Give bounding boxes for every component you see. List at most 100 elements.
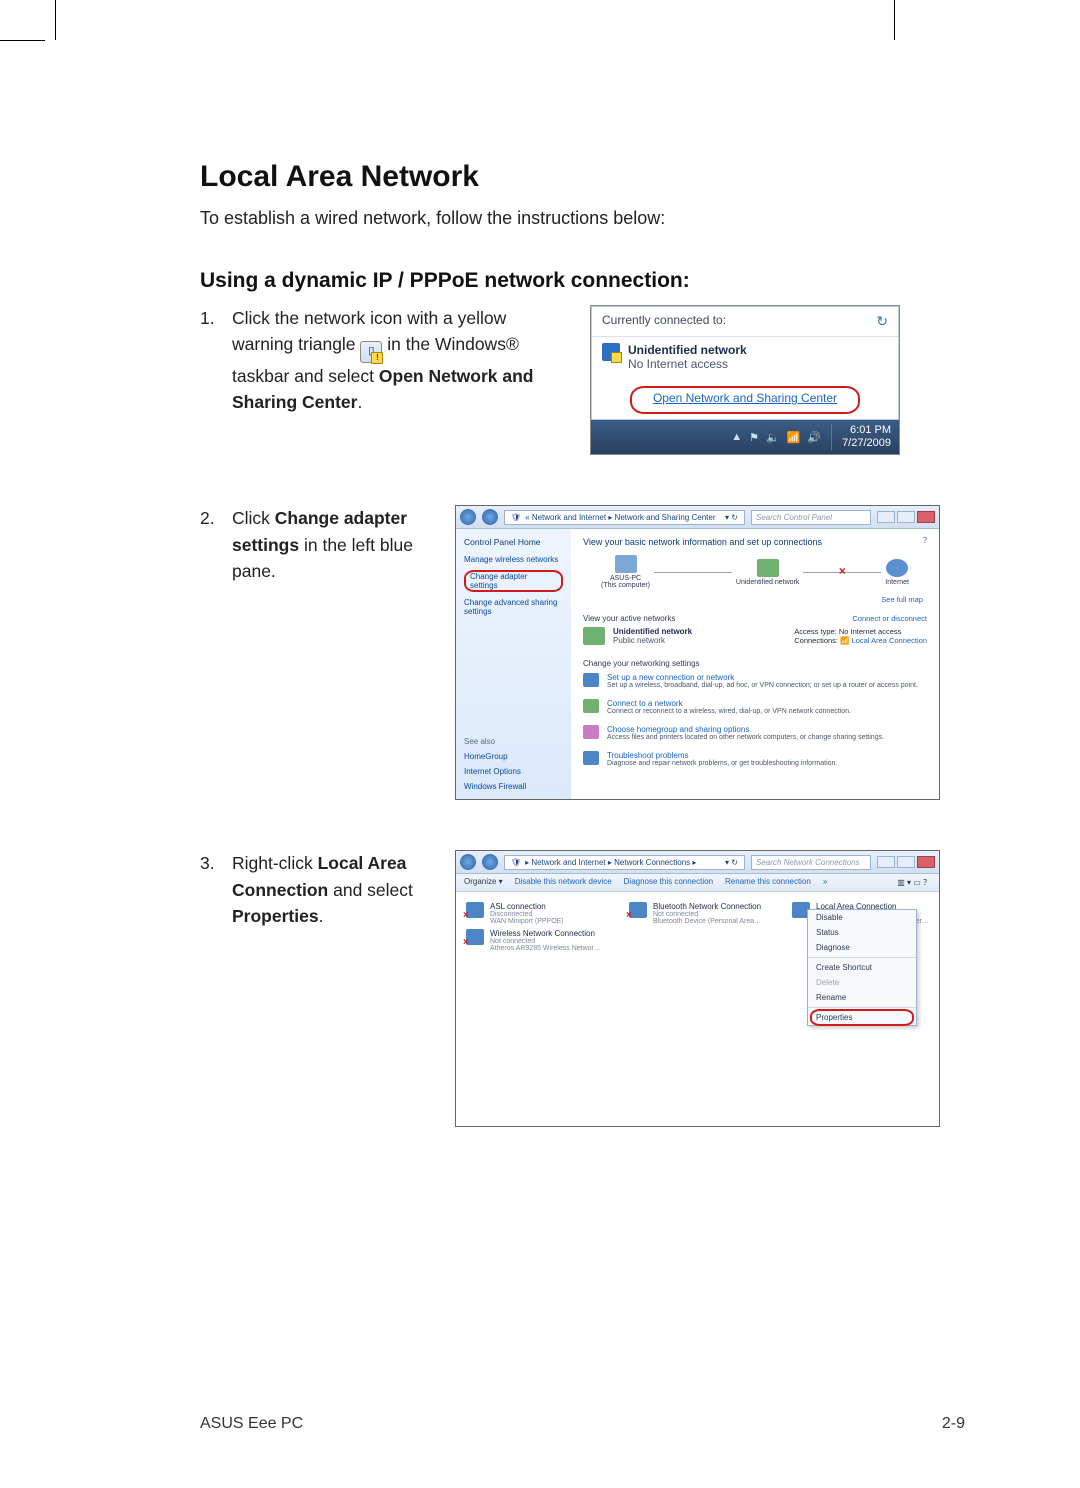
- active-network-icon: [583, 627, 605, 645]
- access-type-label: Access type:: [794, 627, 837, 636]
- left-item-advanced[interactable]: Change advanced sharing settings: [464, 598, 563, 616]
- network-subtext: No Internet access: [628, 357, 747, 371]
- left-item-wireless[interactable]: Manage wireless networks: [464, 555, 563, 564]
- pc-label: ASUS-PC: [610, 575, 641, 582]
- internet-icon: [886, 559, 908, 577]
- task-connect-link[interactable]: Connect to a network: [607, 699, 851, 708]
- footer-right: 2-9: [942, 1415, 965, 1433]
- intro-text: To establish a wired network, follow the…: [200, 208, 965, 229]
- pc-icon: [615, 555, 637, 573]
- task-troubleshoot-link[interactable]: Troubleshoot problems: [607, 751, 837, 760]
- step-3-pre: Right-click: [232, 853, 318, 873]
- network-warning-icon: ▯: [360, 341, 382, 363]
- back-button[interactable]: [460, 854, 476, 870]
- close-button[interactable]: [917, 511, 935, 523]
- task-homegroup-icon: [583, 725, 599, 739]
- view-active-label: View your active networks: [583, 614, 675, 623]
- step-3-number: 3.: [200, 850, 218, 929]
- open-network-center-link[interactable]: Open Network and Sharing Center: [653, 391, 837, 405]
- toolbar-overflow[interactable]: »: [823, 877, 827, 888]
- screenshot-taskbar-popup: Currently connected to: ↻ Unidentified n…: [590, 305, 900, 455]
- connection-bluetooth[interactable]: Bluetooth Network ConnectionNot connecte…: [629, 902, 766, 925]
- maximize-button[interactable]: [897, 511, 915, 523]
- tray-network-icon[interactable]: 📶: [787, 431, 801, 444]
- refresh-icon[interactable]: ↻: [876, 313, 888, 330]
- connection-wireless[interactable]: Wireless Network ConnectionNot connected…: [466, 929, 604, 952]
- connection-asl[interactable]: ASL connectionDisconnectedWAN Miniport (…: [466, 902, 603, 925]
- network-name: Unidentified network: [628, 343, 747, 357]
- toolbar-rename[interactable]: Rename this connection: [725, 877, 811, 888]
- connection-icon: [466, 929, 484, 945]
- see-also-homegroup[interactable]: HomeGroup: [464, 752, 563, 761]
- see-also-label: See also: [464, 737, 563, 746]
- system-tray[interactable]: ▲ ⚑ 🔈 📶 🔊: [731, 431, 821, 444]
- breadcrumb: ▸ Network and Internet ▸ Network Connect…: [525, 858, 696, 867]
- address-bar[interactable]: 🛡« Network and Internet ▸ Network and Sh…: [504, 510, 745, 525]
- step-3: 3. Right-click Local Area Connection and…: [200, 850, 965, 1127]
- toolbar-disable[interactable]: Disable this network device: [515, 877, 612, 888]
- minimize-button[interactable]: [877, 511, 895, 523]
- step-1-number: 1.: [200, 305, 218, 415]
- connection-name: Wireless Network Connection: [490, 929, 601, 938]
- active-network-type: Public network: [613, 636, 692, 645]
- clock-time: 6:01 PM: [842, 424, 891, 437]
- search-input[interactable]: Search Control Panel: [751, 510, 871, 525]
- local-area-connection-link[interactable]: Local Area Connection: [852, 636, 927, 645]
- back-button[interactable]: [460, 509, 476, 525]
- organize-menu[interactable]: Organize ▾: [464, 877, 503, 888]
- task-connect-desc: Connect or reconnect to a wireless, wire…: [607, 708, 851, 715]
- task-homegroup-link[interactable]: Choose homegroup and sharing options: [607, 725, 884, 734]
- menu-create-shortcut[interactable]: Create Shortcut: [808, 960, 916, 975]
- forward-button[interactable]: [482, 854, 498, 870]
- connection-status: Not connected: [490, 938, 601, 945]
- change-settings-label: Change your networking settings: [583, 659, 927, 668]
- connection-device: Atheros AR9285 Wireless Networ…: [490, 945, 601, 952]
- see-also-internet-options[interactable]: Internet Options: [464, 767, 563, 776]
- step-1-body: Click the network icon with a yellow war…: [232, 305, 570, 415]
- step-2-pre: Click: [232, 508, 275, 528]
- active-network-name: Unidentified network: [613, 627, 692, 636]
- step-3-bold2: Properties: [232, 906, 319, 926]
- active-network-row: Unidentified network Public network Acce…: [583, 623, 927, 649]
- menu-status[interactable]: Status: [808, 925, 916, 940]
- tray-battery-icon[interactable]: 🔈: [766, 431, 780, 444]
- left-item-adapter-highlighted[interactable]: Change adapter settings: [464, 570, 563, 592]
- breadcrumb: « Network and Internet ▸ Network and Sha…: [525, 513, 715, 522]
- see-also-firewall[interactable]: Windows Firewall: [464, 782, 563, 791]
- access-type-value: No Internet access: [839, 627, 902, 636]
- toolbar-diagnose[interactable]: Diagnose this connection: [624, 877, 713, 888]
- task-setup-link[interactable]: Set up a new connection or network: [607, 673, 918, 682]
- menu-disable[interactable]: Disable: [808, 910, 916, 925]
- tray-volume-icon[interactable]: 🔊: [807, 431, 821, 444]
- task-homegroup-desc: Access files and printers located on oth…: [607, 734, 884, 741]
- subheading: Using a dynamic IP / PPPoE network conne…: [200, 269, 965, 293]
- address-bar[interactable]: 🛡▸ Network and Internet ▸ Network Connec…: [504, 855, 745, 870]
- forward-button[interactable]: [482, 509, 498, 525]
- menu-properties[interactable]: Properties: [808, 1010, 916, 1025]
- menu-diagnose[interactable]: Diagnose: [808, 940, 916, 955]
- tray-chevron-icon[interactable]: ▲: [731, 431, 742, 444]
- help-icon[interactable]: ？: [923, 535, 931, 546]
- toolbar-view-controls[interactable]: ▥ ▾ ▭ ？: [897, 877, 931, 888]
- step-2: 2. Click Change adapter settings in the …: [200, 505, 965, 800]
- menu-properties-label: Properties: [816, 1013, 852, 1022]
- connection-name: Bluetooth Network Connection: [653, 902, 761, 911]
- menu-delete: Delete: [808, 975, 916, 990]
- minimize-button[interactable]: [877, 856, 895, 868]
- connection-name: ASL connection: [490, 902, 564, 911]
- connection-icon: [629, 902, 647, 918]
- tray-flag-icon[interactable]: ⚑: [749, 431, 759, 444]
- connection-status: Not connected: [653, 911, 761, 918]
- see-full-map-link[interactable]: See full map: [583, 595, 927, 604]
- screenshot-network-connections: 🛡▸ Network and Internet ▸ Network Connec…: [455, 850, 940, 1127]
- screenshot-network-center: 🛡« Network and Internet ▸ Network and Sh…: [455, 505, 940, 800]
- maximize-button[interactable]: [897, 856, 915, 868]
- connection-device: WAN Miniport (PPPOE): [490, 918, 564, 925]
- control-panel-home[interactable]: Control Panel Home: [464, 537, 563, 547]
- connect-disconnect-link[interactable]: Connect or disconnect: [852, 614, 927, 623]
- search-input[interactable]: Search Network Connections: [751, 855, 871, 870]
- taskbar-clock[interactable]: 6:01 PM 7/27/2009: [831, 424, 891, 450]
- close-button[interactable]: [917, 856, 935, 868]
- popup-header: Currently connected to:: [602, 313, 726, 330]
- menu-rename[interactable]: Rename: [808, 990, 916, 1005]
